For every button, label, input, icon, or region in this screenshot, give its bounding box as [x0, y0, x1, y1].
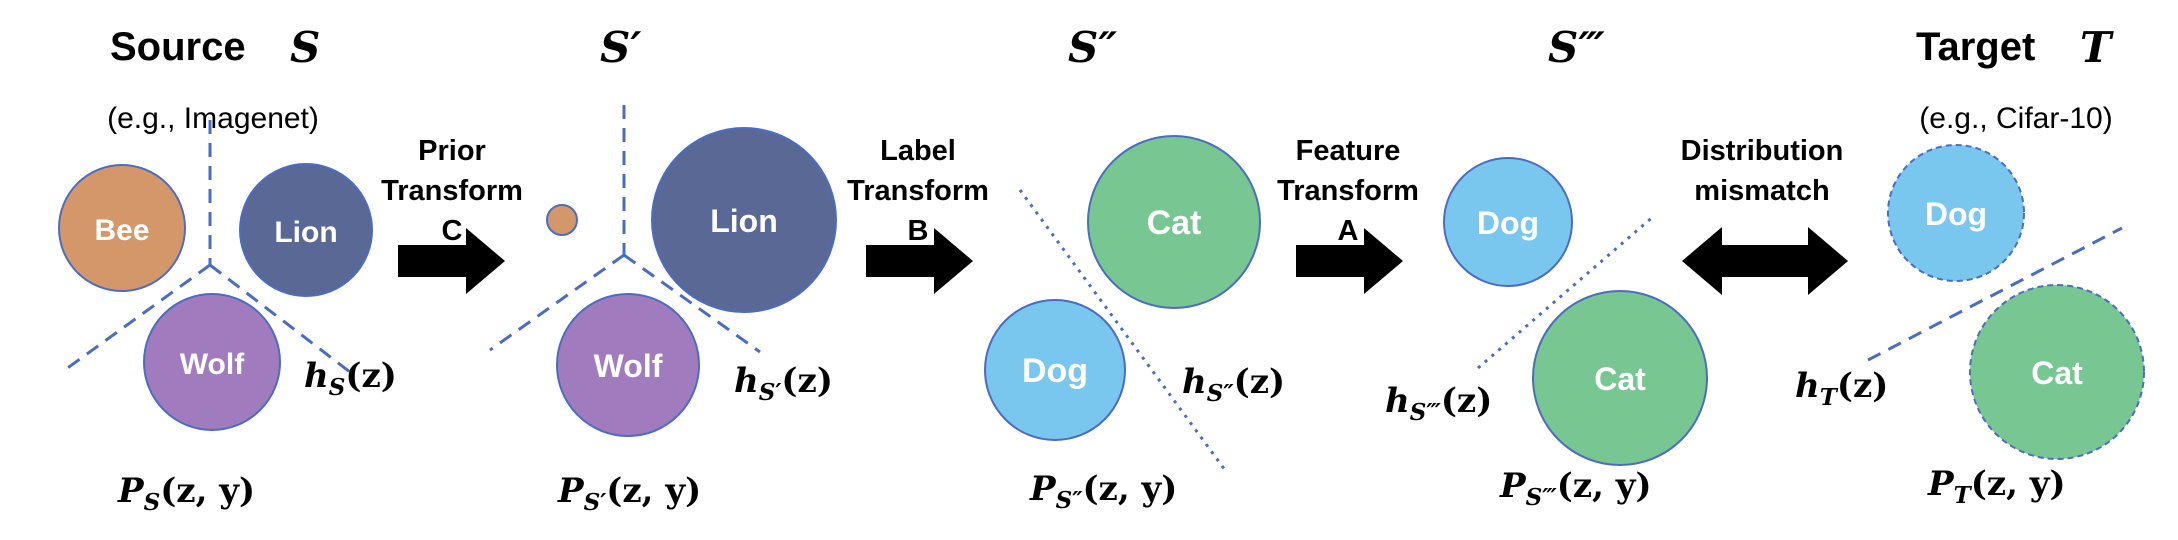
s-double-prime-distribution-label: PS″(z, y)	[1029, 469, 1177, 514]
target-dog-label: Dog	[1925, 196, 1987, 232]
source-title-symbol: S	[290, 23, 320, 72]
distribution-mismatch-line2: mismatch	[1694, 175, 1829, 207]
source-bee-label: Bee	[94, 214, 149, 247]
feature-transform-arrow	[1296, 228, 1403, 294]
prior-transform-arrow	[398, 228, 505, 294]
s-prime-distribution-label: PS′(z, y)	[557, 471, 701, 516]
s-triple-prime-cat-circle	[1532, 290, 1708, 466]
s-triple-prime-cat-label: Cat	[1594, 361, 1646, 397]
source-distribution-label: PS(z, y)	[117, 471, 255, 516]
target-dataset-note: (e.g., Cifar-10)	[1919, 102, 2112, 135]
s-prime-wolf-label: Wolf	[594, 348, 663, 384]
feature-transform-step: Feature Transform A	[1277, 135, 1419, 294]
s-prime-lion-circle	[651, 127, 837, 313]
label-transform-line1: Label	[880, 135, 956, 167]
prior-transform-line1: Prior	[418, 135, 486, 167]
target-cat-circle	[1969, 284, 2145, 460]
distribution-mismatch-line1: Distribution	[1681, 135, 1844, 167]
feature-transform-line2: Transform	[1277, 175, 1419, 207]
source-dataset-note: (e.g., Imagenet)	[107, 102, 319, 135]
label-transform-letter: B	[908, 215, 929, 247]
s-prime-bee-circle	[546, 204, 578, 236]
s-double-prime-cat-label: Cat	[1147, 204, 1202, 242]
s-prime-wolf-circle	[556, 293, 700, 437]
s-triple-prime-dog-circle	[1443, 157, 1573, 287]
s-prime-boundary-left	[489, 253, 625, 352]
s-double-prime-boundary	[1018, 189, 1227, 471]
prior-transform-step: Prior Transform C	[381, 135, 523, 294]
s-double-prime-dog-circle	[984, 299, 1126, 441]
s-double-prime-cat-circle	[1087, 135, 1261, 309]
target-title-word: Target	[1916, 25, 2035, 69]
target-hypothesis-label: hT(z)	[1795, 366, 1888, 411]
target-cat-label: Cat	[2031, 355, 2083, 391]
distribution-mismatch-step: Distribution mismatch	[1681, 135, 1848, 295]
stage-source: Source S (e.g., Imagenet) Bee Lion Wolf …	[58, 23, 397, 516]
s-triple-prime-title: S‴	[1548, 23, 1605, 72]
label-transform-line2: Transform	[847, 175, 989, 207]
source-boundary-left	[61, 263, 211, 374]
feature-transform-letter: A	[1338, 215, 1359, 247]
source-wolf-circle	[143, 293, 281, 431]
source-bee-circle	[58, 164, 186, 292]
target-dog-circle	[1887, 144, 2025, 282]
s-double-prime-dog-label: Dog	[1022, 352, 1088, 390]
s-prime-title: S′	[600, 23, 641, 72]
prior-transform-letter: C	[442, 215, 463, 247]
stage-target: Target T (e.g., Cifar-10) Dog Cat hT(z) …	[1795, 23, 2145, 509]
feature-transform-line1: Feature	[1296, 135, 1401, 167]
target-boundary	[1867, 226, 2123, 362]
source-lion-label: Lion	[274, 216, 337, 249]
s-prime-boundary-right	[623, 253, 761, 354]
s-triple-prime-distribution-label: PS‴(z, y)	[1499, 466, 1652, 511]
stage-s-double-prime: S″ Cat Dog hS″(z) PS″(z, y)	[984, 23, 1285, 514]
s-prime-hypothesis-label: hS′(z)	[734, 361, 833, 406]
source-boundary-right	[209, 263, 351, 374]
distribution-mismatch-double-arrow	[1682, 227, 1848, 295]
s-triple-prime-boundary	[1477, 213, 1656, 370]
stage-s-triple-prime: S‴ Dog Cat hS‴(z) PS‴(z, y)	[1385, 23, 1708, 511]
s-double-prime-title: S″	[1068, 23, 1117, 72]
target-title-symbol: T	[2080, 23, 2114, 72]
source-title-word: Source	[110, 25, 246, 69]
source-wolf-label: Wolf	[180, 348, 245, 381]
s-double-prime-hypothesis-label: hS″(z)	[1182, 362, 1285, 407]
source-hypothesis-label: hS(z)	[304, 356, 397, 401]
stage-s-prime: S′ Lion Wolf hS′(z) PS′(z, y)	[489, 23, 837, 516]
s-triple-prime-hypothesis-label: hS‴(z)	[1385, 381, 1492, 426]
target-distribution-label: PT(z, y)	[1927, 464, 2066, 509]
label-transform-step: Label Transform B	[847, 135, 989, 294]
source-lion-circle	[239, 163, 373, 297]
label-transform-arrow	[866, 228, 973, 294]
prior-transform-line2: Transform	[381, 175, 523, 207]
s-prime-lion-label: Lion	[710, 203, 778, 239]
s-triple-prime-dog-label: Dog	[1477, 205, 1539, 241]
